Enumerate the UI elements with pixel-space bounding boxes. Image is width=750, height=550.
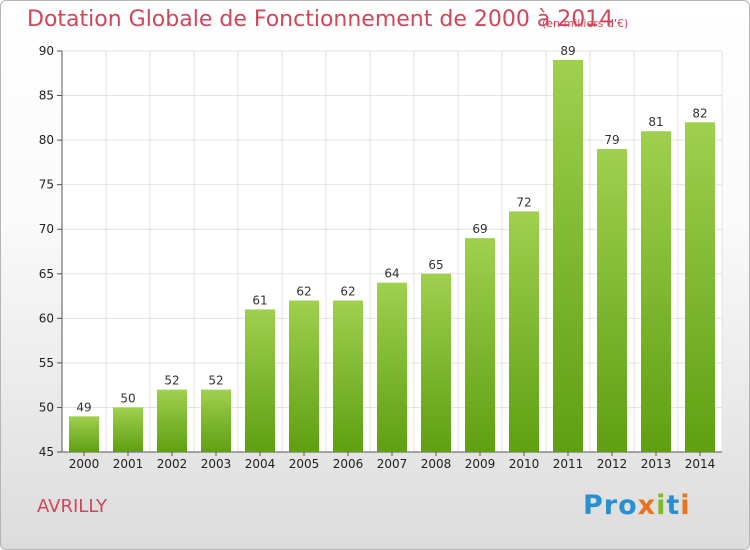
bar xyxy=(509,211,539,452)
data-label: 62 xyxy=(296,285,311,299)
y-tick-label: 80 xyxy=(39,133,54,147)
logo-part: i xyxy=(680,490,691,521)
data-label: 79 xyxy=(604,133,619,147)
data-label: 72 xyxy=(516,195,531,209)
y-tick-label: 65 xyxy=(39,267,54,281)
bar xyxy=(377,282,407,452)
y-tick-label: 45 xyxy=(39,445,54,459)
data-label: 69 xyxy=(472,222,487,236)
x-tick-label: 2011 xyxy=(553,457,584,471)
bar xyxy=(113,407,143,452)
y-tick-label: 60 xyxy=(39,311,54,325)
data-label: 64 xyxy=(384,267,399,281)
bar xyxy=(289,300,319,452)
chart-subtitle: (en milliers d'€) xyxy=(542,17,629,30)
bar xyxy=(245,309,275,452)
data-label: 50 xyxy=(120,391,135,405)
bars xyxy=(69,59,715,453)
y-tick-label: 55 xyxy=(39,356,54,370)
chart-title: Dotation Globale de Fonctionnement de 20… xyxy=(27,7,614,32)
data-label: 82 xyxy=(692,106,707,120)
x-tick-label: 2014 xyxy=(685,457,716,471)
logo-part: t xyxy=(666,490,681,521)
x-tick-label: 2012 xyxy=(597,457,628,471)
x-tick-label: 2008 xyxy=(421,457,452,471)
x-tick-label: 2007 xyxy=(377,457,408,471)
logo-part: i xyxy=(656,490,667,521)
x-tick-label: 2010 xyxy=(509,457,540,471)
bar xyxy=(201,389,231,452)
x-tick-label: 2005 xyxy=(289,457,320,471)
x-tick-label: 2003 xyxy=(201,457,232,471)
bar xyxy=(421,273,451,452)
x-tick-label: 2009 xyxy=(465,457,496,471)
bar xyxy=(641,131,671,452)
data-label: 49 xyxy=(76,400,91,414)
y-tick-label: 90 xyxy=(39,44,54,58)
bar xyxy=(69,416,99,452)
x-tick-label: 2000 xyxy=(69,457,100,471)
data-label: 81 xyxy=(648,115,663,129)
x-tick-label: 2004 xyxy=(245,457,276,471)
y-tick-label: 85 xyxy=(39,89,54,103)
data-label: 62 xyxy=(340,285,355,299)
data-label: 52 xyxy=(208,374,223,388)
logo-part: Pro xyxy=(583,490,638,521)
x-tick-label: 2001 xyxy=(113,457,144,471)
y-tick-label: 70 xyxy=(39,222,54,236)
x-tick-label: 2006 xyxy=(333,457,364,471)
proxiti-logo[interactable]: Proxiti xyxy=(583,490,691,521)
labels: 45 50 55 60 65 70 75 80 85 90 49 2000 50 2001 52 2002 52… xyxy=(39,44,716,471)
bar xyxy=(685,122,715,453)
y-tick-label: 75 xyxy=(39,178,54,192)
bar xyxy=(333,300,363,452)
bar xyxy=(597,149,627,452)
data-label: 89 xyxy=(560,44,575,58)
bar xyxy=(465,238,495,452)
x-tick-label: 2013 xyxy=(641,457,672,471)
data-label: 61 xyxy=(252,293,267,307)
data-label: 65 xyxy=(428,258,443,272)
logo-part: x xyxy=(637,490,657,521)
bar xyxy=(553,59,583,453)
x-tick-label: 2002 xyxy=(157,457,188,471)
bar xyxy=(157,389,187,452)
y-tick-label: 50 xyxy=(39,400,54,414)
data-label: 52 xyxy=(164,374,179,388)
town-name: AVRILLY xyxy=(37,496,107,517)
